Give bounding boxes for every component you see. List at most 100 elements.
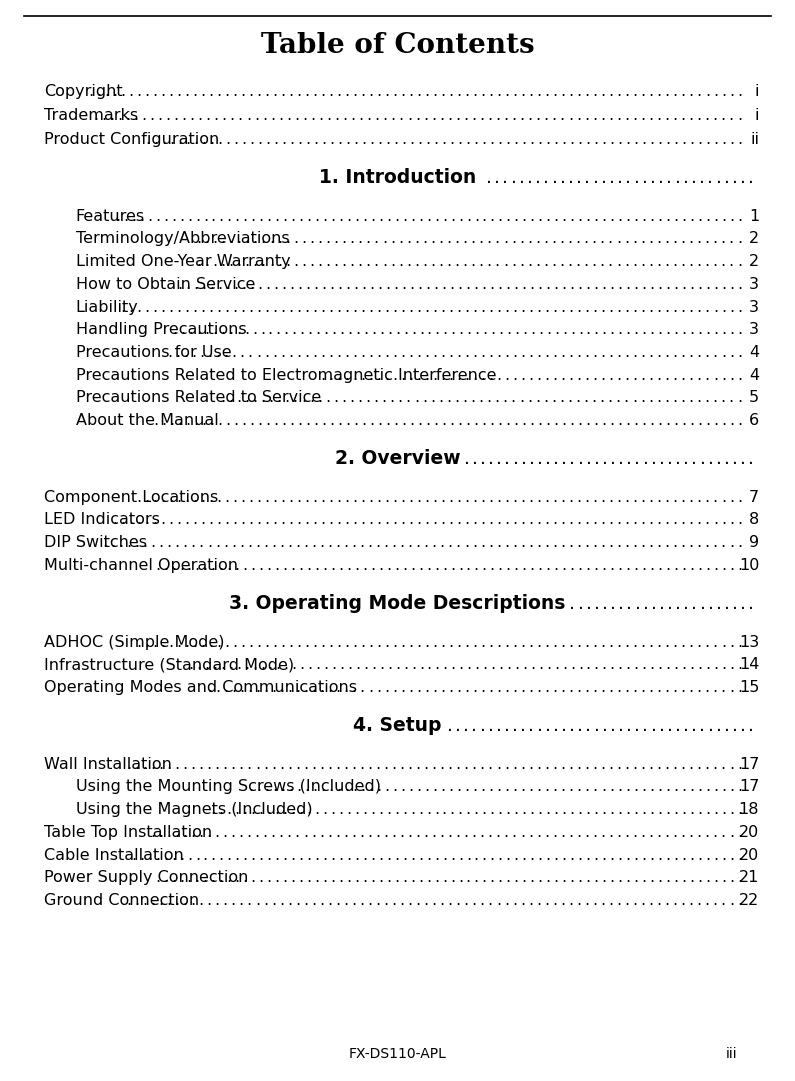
Text: 3: 3	[749, 277, 759, 292]
Text: .: .	[402, 848, 407, 863]
Text: .: .	[212, 254, 218, 269]
Text: .: .	[168, 299, 173, 315]
Text: .: .	[586, 322, 591, 337]
Text: .: .	[553, 84, 558, 99]
Text: .: .	[576, 231, 580, 246]
Text: .: .	[207, 535, 212, 550]
Text: .: .	[185, 277, 190, 292]
Text: .: .	[480, 535, 485, 550]
Text: .: .	[457, 132, 462, 147]
Text: .: .	[369, 132, 374, 147]
Text: .: .	[155, 209, 160, 224]
Text: .: .	[241, 277, 246, 292]
Text: .: .	[338, 209, 343, 224]
Text: .: .	[248, 84, 254, 99]
Text: .: .	[472, 84, 478, 99]
Text: .: .	[447, 108, 452, 123]
Text: .: .	[482, 558, 487, 573]
Text: .: .	[252, 390, 258, 405]
Text: .: .	[303, 757, 308, 772]
Text: .: .	[513, 368, 518, 383]
Text: .: .	[514, 848, 518, 863]
Text: .: .	[416, 757, 421, 772]
Text: .: .	[179, 209, 184, 224]
Text: .: .	[625, 848, 630, 863]
Text: .: .	[271, 893, 276, 908]
Text: .: .	[144, 299, 149, 315]
Text: .: .	[401, 277, 406, 292]
Text: .: .	[448, 535, 453, 550]
Text: .: .	[568, 108, 573, 123]
Text: .: .	[729, 490, 734, 505]
Text: .: .	[442, 848, 447, 863]
Text: .: .	[657, 132, 662, 147]
Text: Ground Connection: Ground Connection	[44, 893, 199, 908]
Text: .: .	[335, 108, 339, 123]
Text: .: .	[490, 848, 494, 863]
Text: .: .	[506, 209, 510, 224]
Text: .: .	[466, 870, 471, 885]
Text: .: .	[593, 132, 598, 147]
Text: .: .	[343, 757, 348, 772]
Text: .: .	[528, 893, 533, 908]
Text: .: .	[328, 490, 333, 505]
Text: .: .	[483, 657, 487, 672]
Text: .: .	[527, 231, 532, 246]
Text: .: .	[576, 84, 582, 99]
Text: .: .	[228, 657, 233, 672]
Text: .: .	[466, 848, 471, 863]
Text: .: .	[683, 449, 689, 468]
Text: .: .	[641, 779, 646, 795]
Text: .: .	[633, 779, 638, 795]
Text: .: .	[665, 848, 670, 863]
Text: .: .	[491, 657, 495, 672]
Text: .: .	[529, 716, 534, 735]
Text: .: .	[249, 277, 254, 292]
Text: .: .	[176, 512, 181, 528]
Text: .: .	[366, 108, 371, 123]
Text: .: .	[322, 558, 328, 573]
Text: .: .	[272, 680, 277, 695]
Text: .: .	[656, 390, 661, 405]
Text: .: .	[577, 413, 582, 428]
Text: .: .	[482, 870, 487, 885]
Text: .: .	[544, 825, 549, 840]
Text: .: .	[301, 254, 306, 269]
Text: .: .	[553, 680, 557, 695]
Text: .: .	[277, 254, 282, 269]
Text: .: .	[147, 848, 152, 863]
Text: .: .	[184, 512, 189, 528]
Text: .: .	[126, 535, 132, 550]
Text: .: .	[446, 254, 452, 269]
Text: .: .	[128, 299, 133, 315]
Text: .: .	[546, 322, 551, 337]
Text: .: .	[665, 84, 670, 99]
Text: .: .	[193, 277, 198, 292]
Text: .: .	[625, 779, 630, 795]
Text: .: .	[352, 490, 357, 505]
Text: .: .	[497, 84, 502, 99]
Text: .: .	[320, 512, 325, 528]
Text: .: .	[665, 825, 669, 840]
Text: .: .	[681, 132, 686, 147]
Text: .: .	[673, 254, 677, 269]
Text: .: .	[375, 825, 380, 840]
Text: .: .	[601, 870, 607, 885]
Text: .: .	[261, 390, 266, 405]
Text: .: .	[352, 368, 358, 383]
Text: .: .	[697, 209, 702, 224]
Text: .: .	[593, 802, 599, 817]
Text: .: .	[729, 757, 734, 772]
Text: .: .	[390, 254, 395, 269]
Text: .: .	[521, 512, 525, 528]
Text: Trademarks: Trademarks	[44, 108, 138, 123]
Text: .: .	[204, 322, 209, 337]
Text: .: .	[187, 870, 192, 885]
Text: .: .	[328, 779, 334, 795]
Text: .: .	[673, 680, 677, 695]
Text: .: .	[225, 132, 231, 147]
Text: 7: 7	[749, 490, 759, 505]
Text: .: .	[248, 299, 253, 315]
Text: .: .	[554, 657, 559, 672]
Text: .: .	[175, 535, 180, 550]
